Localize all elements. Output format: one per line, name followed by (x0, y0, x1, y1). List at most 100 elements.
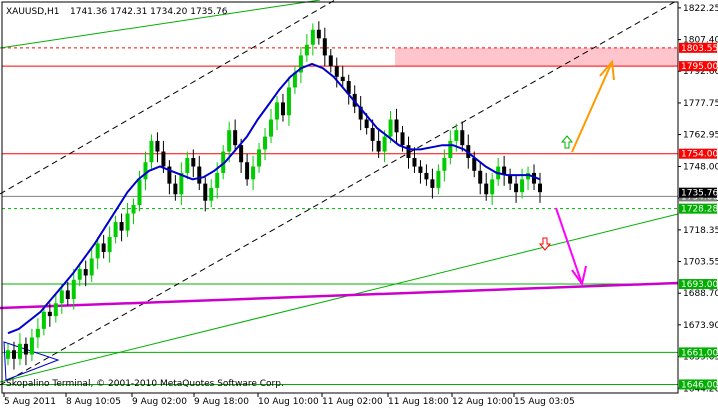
candle-body-75 (454, 130, 459, 141)
candle-body-54 (328, 55, 333, 67)
y-tick-label-11: 1659.05 (683, 353, 718, 363)
candle-body-49 (298, 55, 303, 73)
x-tick-label-4: 10 Aug 10:00 (258, 397, 319, 407)
y-tick-label-9: 1688.70 (683, 289, 718, 299)
candle-body-67 (406, 145, 411, 158)
resistance-zone-layer (395, 47, 678, 67)
buy-signal-icon (560, 135, 574, 149)
candle-body-2 (17, 343, 22, 359)
price-level-label-2: 1754.00 (681, 150, 718, 160)
candle-body-74 (448, 140, 453, 158)
bullish-arrowhead (599, 59, 615, 81)
price-level-label-0: 1803.55 (681, 44, 718, 54)
candle-body-88 (532, 172, 537, 184)
x-tick-label-7: 12 Aug 10:00 (452, 397, 513, 407)
y-tick-label-2: 1792.60 (683, 67, 718, 77)
candle-body-78 (472, 157, 477, 171)
moving-average-line (7, 62, 541, 335)
time-axis: 5 Aug 2011 8 Aug 10:05 9 Aug 02:00 9 Aug 18… (3, 393, 575, 407)
candle-body-15 (95, 243, 100, 259)
candle-body-18 (113, 222, 118, 238)
bearish-forecast-arrow (555, 207, 583, 285)
candle-body-47 (286, 87, 291, 116)
copyright-text: Skopalino Terminal, © 2001-2010 MetaQuot… (6, 379, 284, 389)
candle-body-42 (257, 149, 262, 167)
candle-body-19 (119, 222, 124, 231)
price-level-tag-1 (679, 61, 717, 72)
current-price-label: 1735.76 (681, 189, 718, 199)
candle-body-52 (316, 29, 321, 39)
candle-body-24 (149, 140, 154, 163)
candle-body-33 (203, 183, 208, 201)
candlestick-series (6, 21, 542, 370)
y-tick-label-10: 1673.90 (683, 321, 718, 331)
candle-body-72 (436, 170, 441, 188)
price-level-tag-0 (679, 42, 717, 53)
candle-body-87 (526, 172, 531, 180)
candle-body-27 (167, 166, 172, 184)
price-level-tag-7 (679, 379, 717, 390)
candle-body-70 (424, 172, 429, 180)
candle-body-83 (502, 166, 507, 176)
candle-body-14 (89, 258, 94, 276)
candle-body-40 (245, 162, 250, 180)
candle-body-5 (35, 328, 40, 338)
candle-body-84 (508, 175, 513, 184)
price-level-tag-2 (679, 148, 717, 159)
candle-body-60 (364, 119, 369, 129)
candle-body-8 (53, 303, 58, 317)
candle-body-61 (370, 128, 375, 141)
candle-body-7 (47, 311, 52, 317)
candle-body-50 (304, 44, 309, 56)
candle-body-11 (71, 279, 76, 299)
candle-body-3 (23, 343, 28, 355)
trend-upper-line (0, 0, 321, 49)
candle-body-45 (274, 102, 279, 120)
candle-body-86 (520, 179, 525, 193)
candle-body-37 (227, 130, 232, 152)
candle-body-65 (394, 119, 399, 133)
price-level-labels: 1803.551795.001754.001734.001728.281693.… (679, 42, 718, 390)
candle-body-29 (179, 172, 184, 195)
price-level-label-1: 1795.00 (681, 62, 718, 72)
candle-body-6 (41, 311, 46, 329)
candle-body-66 (400, 132, 405, 146)
candle-body-59 (358, 106, 363, 120)
candle-body-71 (430, 179, 435, 188)
pivot-line (0, 281, 679, 310)
candle-body-1 (11, 350, 16, 359)
candle-body-46 (280, 102, 285, 116)
resistance-zone (395, 47, 678, 67)
candle-body-13 (83, 269, 88, 276)
candle-body-79 (478, 170, 483, 184)
current-price-tag (679, 187, 717, 198)
price-level-lines (2, 47, 678, 385)
bullish-forecast-arrow (571, 61, 613, 153)
candle-body-9 (59, 290, 64, 304)
candle-body-17 (107, 237, 112, 252)
candle-body-28 (173, 183, 178, 195)
candle-body-56 (340, 76, 345, 82)
candle-body-43 (263, 136, 268, 150)
y-tick-label-7: 1718.35 (683, 226, 718, 236)
candle-body-16 (101, 243, 106, 252)
y-tick-label-5: 1748.00 (683, 163, 718, 173)
candle-body-73 (442, 157, 447, 171)
candle-body-31 (191, 157, 196, 167)
candle-body-85 (514, 183, 519, 193)
candle-body-20 (125, 213, 130, 231)
sell-signal-icon (538, 237, 552, 251)
candle-body-30 (185, 157, 190, 173)
candle-body-55 (334, 66, 339, 77)
x-tick-label-1: 8 Aug 10:05 (66, 397, 121, 407)
y-tick-label-1: 1807.40 (683, 36, 718, 46)
candle-body-36 (221, 151, 226, 173)
candle-body-32 (197, 166, 202, 184)
candle-body-81 (490, 179, 495, 195)
candle-body-62 (376, 140, 381, 152)
candle-body-44 (269, 119, 274, 137)
candle-body-4 (29, 337, 34, 355)
candle-body-21 (131, 204, 136, 214)
candle-body-48 (292, 72, 297, 88)
